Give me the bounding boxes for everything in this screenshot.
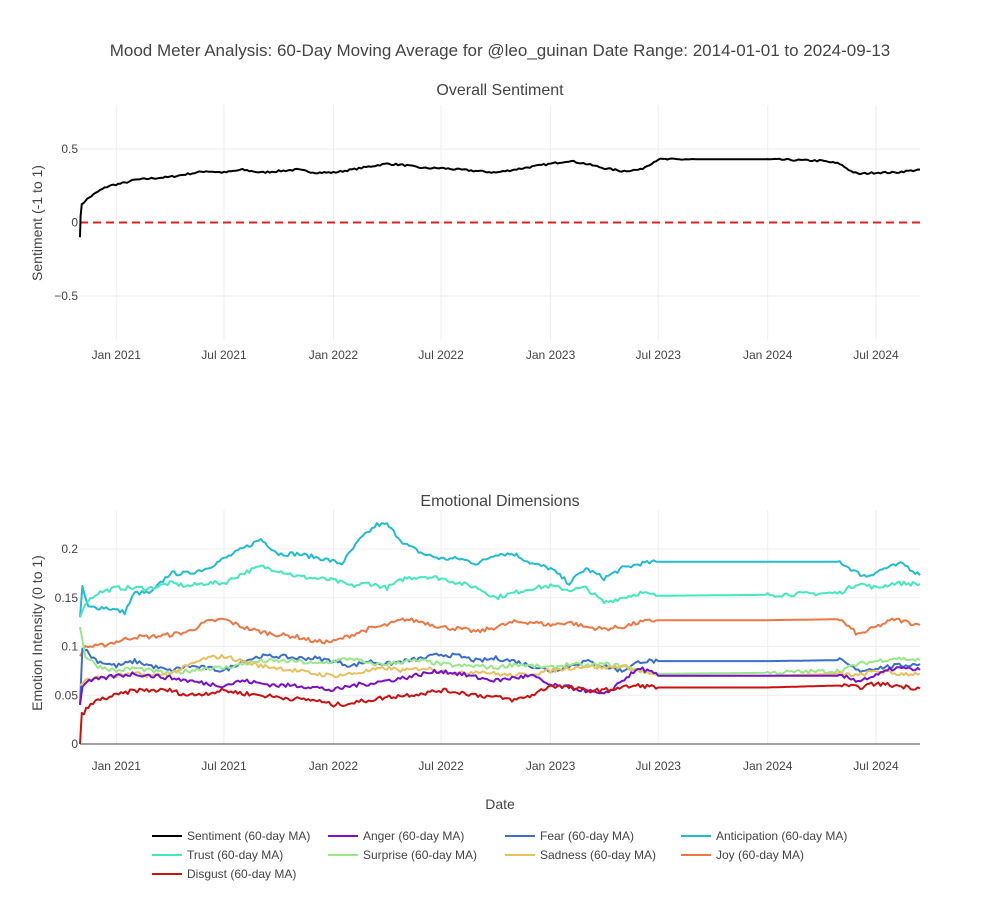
sentiment-y-tick-label: 0 — [71, 216, 78, 230]
emotions-y-tick-label: 0.2 — [61, 542, 78, 556]
emotions-x-ticks: Jan 2021 Jul 2021 Jan 2022 Jul 2022 Jan 2023… — [92, 759, 899, 773]
emotions-x-tick-label: Jan 2023 — [526, 759, 576, 773]
sentiment-series-line — [79, 157, 921, 238]
legend-label-trust: Trust (60-day MA) — [187, 848, 283, 862]
emotions-x-tick-label: Jul 2023 — [636, 759, 682, 773]
legend-item-anger[interactable]: Anger (60-day MA) — [328, 829, 464, 843]
legend: Sentiment (60-day MA) Anger (60-day MA) Fe… — [152, 829, 847, 881]
legend-label-surprise: Surprise (60-day MA) — [363, 848, 477, 862]
sentiment-y-axis-title: Sentiment (-1 to 1) — [29, 165, 45, 281]
emotions-series-group — [79, 522, 921, 745]
sentiment-y-tick-label: 0.5 — [61, 142, 78, 156]
anticipation-series-line — [79, 522, 921, 618]
fear-series-line — [79, 647, 921, 706]
trust-series-line — [79, 564, 921, 618]
surprise-series-line — [79, 626, 921, 677]
sentiment-x-tick-label: Jan 2023 — [526, 348, 576, 362]
sentiment-x-tick-label: Jul 2021 — [201, 348, 247, 362]
sentiment-x-ticks: Jan 2021 Jul 2021 Jan 2022 Jul 2022 Jan 2023… — [92, 348, 899, 362]
legend-label-sentiment: Sentiment (60-day MA) — [187, 829, 310, 843]
emotions-x-tick-label: Jan 2022 — [309, 759, 359, 773]
figure-title: Mood Meter Analysis: 60-Day Moving Avera… — [110, 41, 891, 60]
legend-item-sentiment[interactable]: Sentiment (60-day MA) — [152, 829, 310, 843]
emotions-y-tick-label: 0.15 — [55, 591, 79, 605]
emotions-y-ticks: 0.2 0.15 0.1 0.05 0 — [55, 542, 79, 751]
emotions-y-tick-label: 0.05 — [55, 688, 79, 702]
sentiment-x-tick-label: Jul 2022 — [418, 348, 464, 362]
legend-item-joy[interactable]: Joy (60-day MA) — [681, 848, 804, 862]
legend-label-fear: Fear (60-day MA) — [540, 829, 634, 843]
legend-item-surprise[interactable]: Surprise (60-day MA) — [328, 848, 477, 862]
legend-label-anticipation: Anticipation (60-day MA) — [716, 829, 847, 843]
x-axis-title: Date — [485, 796, 515, 812]
emotions-panel-title: Emotional Dimensions — [420, 493, 579, 510]
sentiment-x-tick-label: Jul 2023 — [636, 348, 682, 362]
joy-series-line — [79, 617, 921, 657]
emotions-y-tick-label: 0 — [71, 737, 78, 751]
emotions-y-tick-label: 0.1 — [61, 640, 78, 654]
sentiment-panel-title: Overall Sentiment — [436, 82, 564, 99]
sentiment-panel: Overall Sentiment Sentiment (-1 to 1) 0.… — [29, 82, 921, 362]
legend-item-disgust[interactable]: Disgust (60-day MA) — [152, 867, 296, 881]
legend-label-joy: Joy (60-day MA) — [716, 848, 804, 862]
emotions-x-tick-label: Jan 2024 — [743, 759, 793, 773]
sentiment-x-tick-label: Jul 2024 — [853, 348, 899, 362]
disgust-series-line — [79, 681, 921, 745]
sentiment-x-tick-label: Jan 2024 — [743, 348, 793, 362]
legend-label-anger: Anger (60-day MA) — [363, 829, 464, 843]
emotions-x-tick-label: Jul 2024 — [853, 759, 899, 773]
emotions-grid — [80, 510, 920, 744]
emotions-panel: Emotional Dimensions Emotion Intensity (… — [29, 493, 921, 773]
emotions-x-tick-label: Jan 2021 — [92, 759, 142, 773]
emotions-x-tick-label: Jul 2021 — [201, 759, 247, 773]
sentiment-series-group — [79, 157, 921, 238]
legend-item-fear[interactable]: Fear (60-day MA) — [505, 829, 634, 843]
anger-series-line — [79, 666, 921, 706]
emotions-y-axis-title: Emotion Intensity (0 to 1) — [29, 555, 45, 711]
sentiment-y-tick-label: −0.5 — [54, 289, 78, 303]
sentiment-y-ticks: 0.5 0 −0.5 — [54, 142, 78, 303]
legend-item-anticipation[interactable]: Anticipation (60-day MA) — [681, 829, 847, 843]
legend-label-sadness: Sadness (60-day MA) — [540, 848, 656, 862]
legend-label-disgust: Disgust (60-day MA) — [187, 867, 296, 881]
sentiment-x-tick-label: Jan 2022 — [309, 348, 359, 362]
legend-item-sadness[interactable]: Sadness (60-day MA) — [505, 848, 656, 862]
emotions-x-tick-label: Jul 2022 — [418, 759, 464, 773]
legend-item-trust[interactable]: Trust (60-day MA) — [152, 848, 283, 862]
sentiment-x-tick-label: Jan 2021 — [92, 348, 142, 362]
